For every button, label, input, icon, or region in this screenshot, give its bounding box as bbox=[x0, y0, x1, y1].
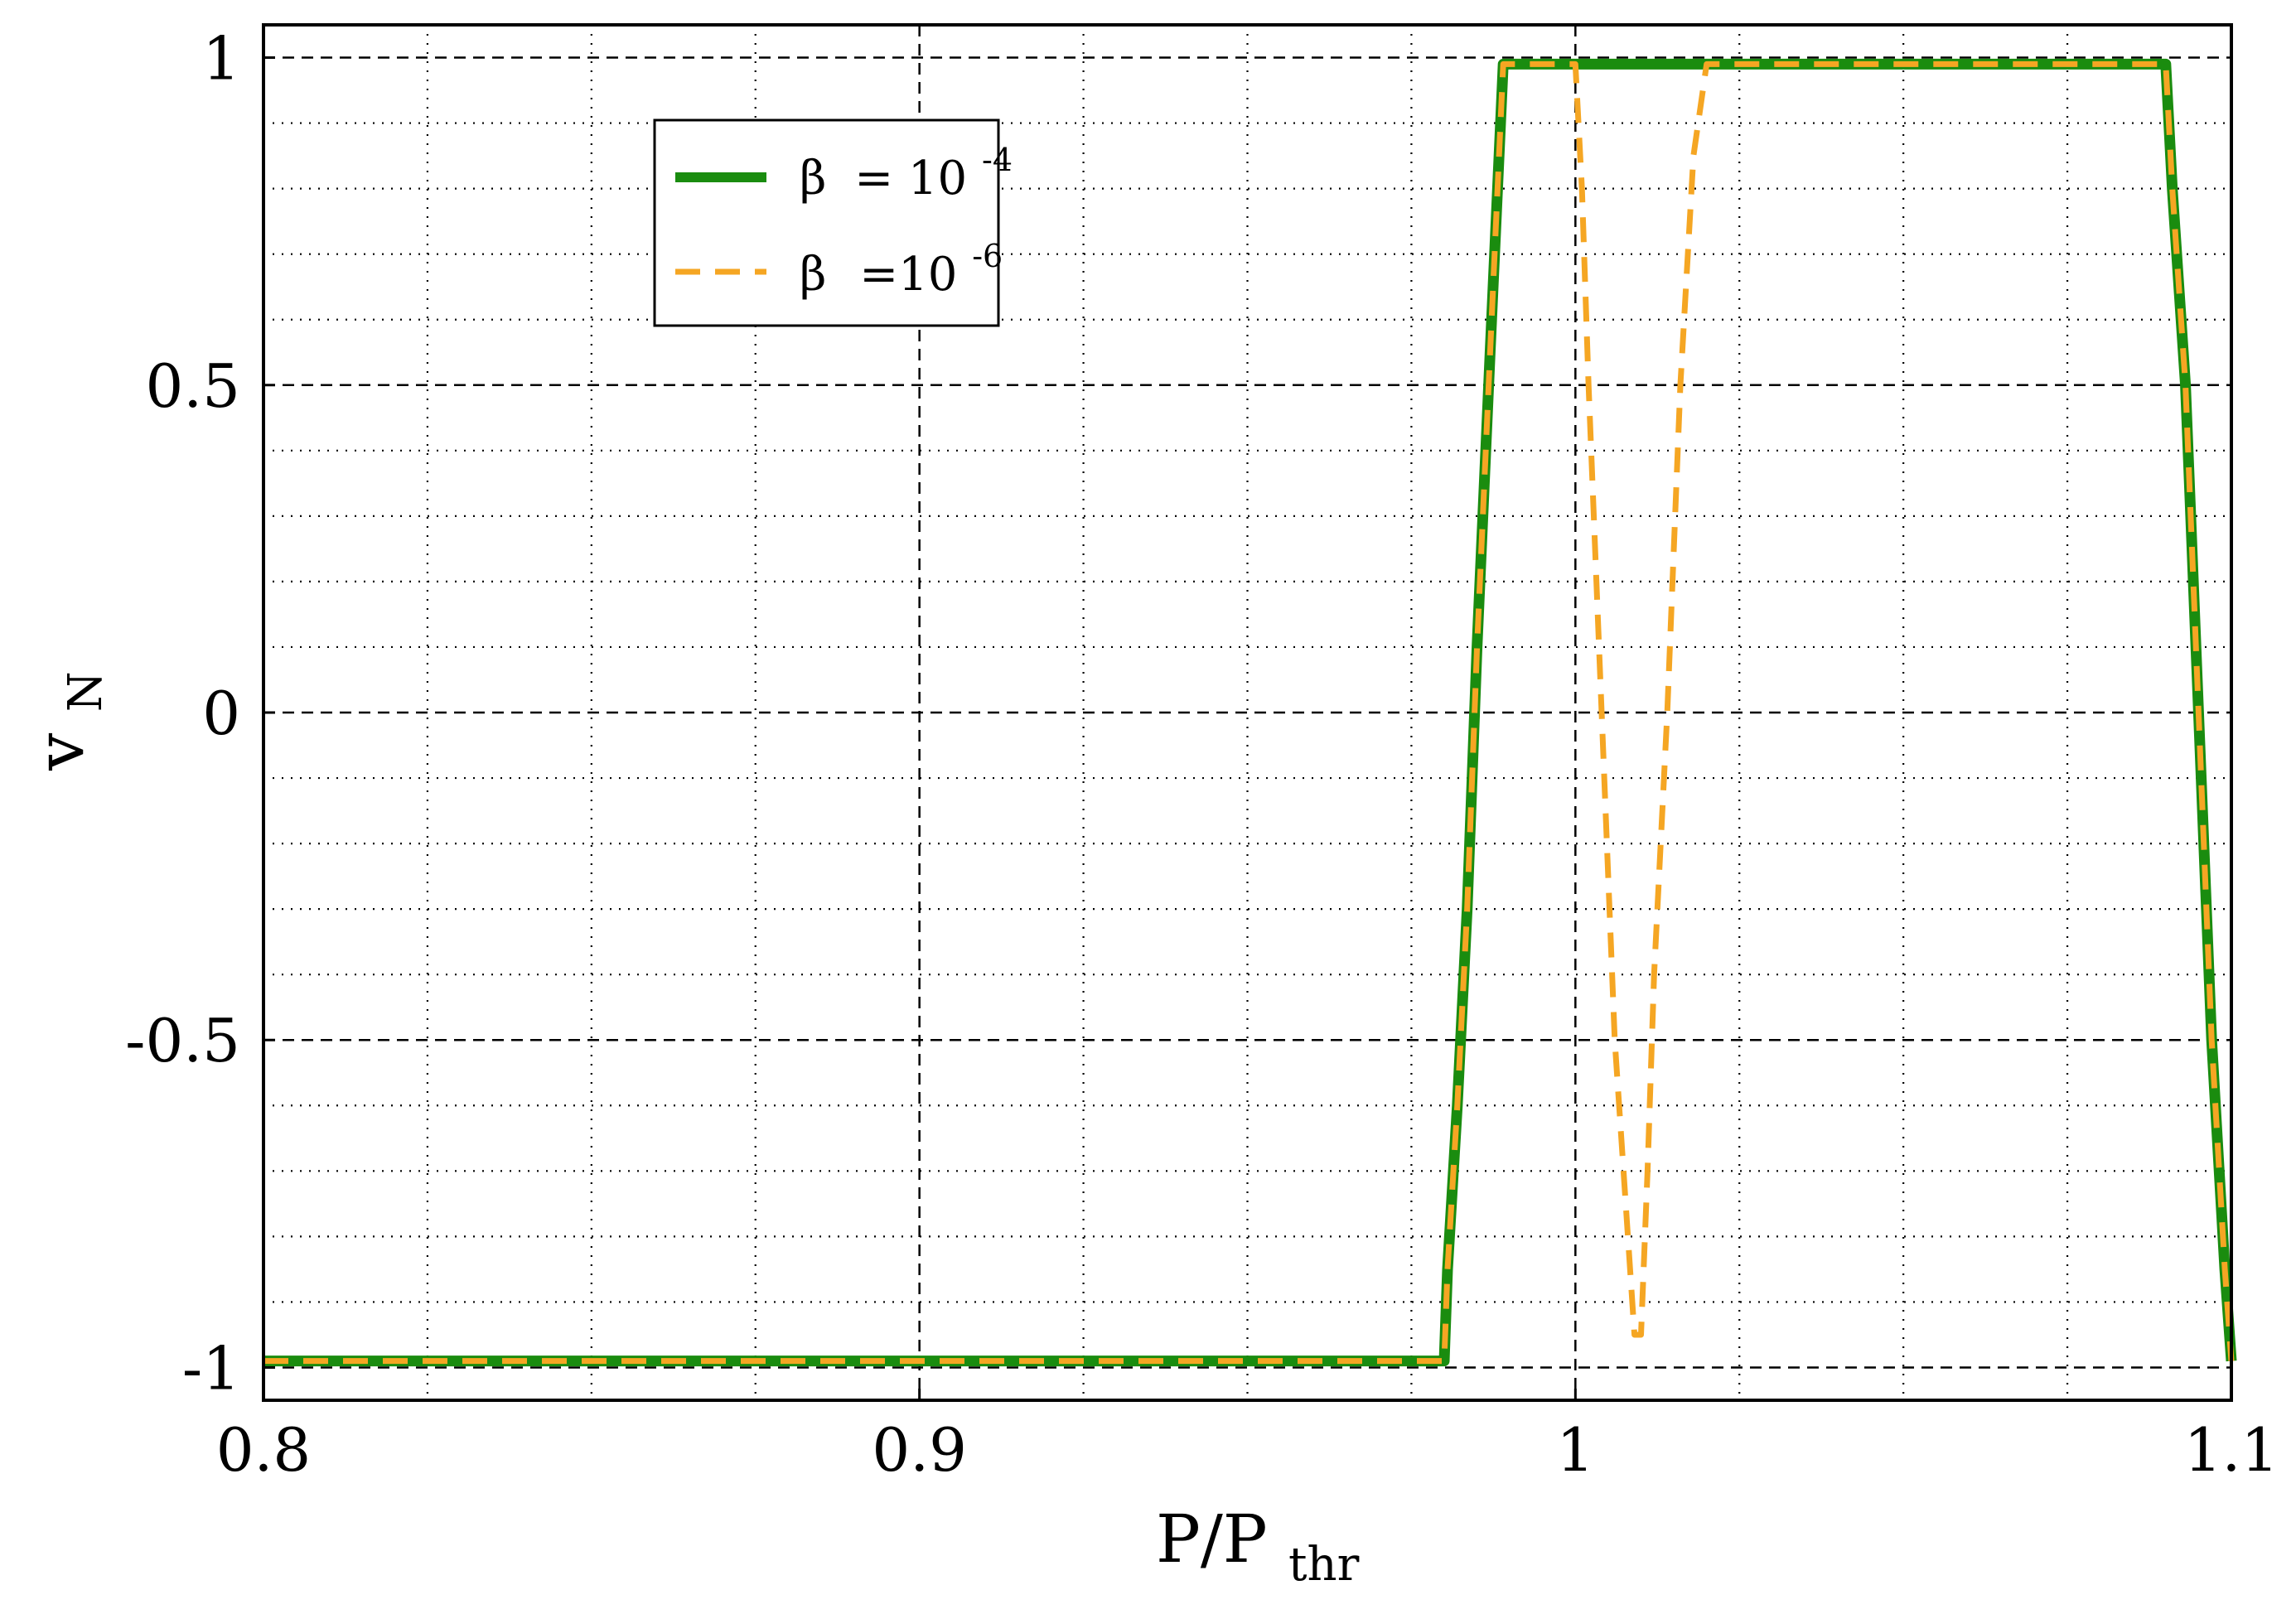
tick-layer: 0.8 0.9 1 1.1 -1 -0.5 0 0.5 1 bbox=[125, 24, 2279, 1485]
svg-text:β = 10 -4: β = 10 -4 bbox=[800, 142, 1013, 205]
legend-text-beta-1e-4: = 10 bbox=[854, 152, 967, 205]
x-tick-label-0: 0.8 bbox=[216, 1415, 312, 1485]
x-tick-label-3: 1.1 bbox=[2184, 1415, 2279, 1485]
legend-symbol-beta-1e-4: β bbox=[800, 152, 826, 205]
y-tick-label-2: 0 bbox=[202, 679, 240, 748]
series-line-beta_1e-6 bbox=[263, 60, 2235, 1365]
x-tick-label-1: 0.9 bbox=[872, 1415, 967, 1485]
y-axis-title-main: v bbox=[22, 733, 99, 771]
legend: β = 10 -4 β =10 -6 bbox=[653, 118, 1013, 327]
legend-exp-beta-1e-4: -4 bbox=[982, 142, 1013, 178]
legend-exp-beta-1e-6: -6 bbox=[972, 238, 1003, 274]
x-axis-title-sub: thr bbox=[1288, 1538, 1360, 1592]
legend-symbol-beta-1e-6: β bbox=[800, 248, 826, 302]
y-tick-label-0: -1 bbox=[182, 1333, 240, 1403]
legend-text-beta-1e-6: =10 bbox=[859, 248, 957, 302]
svg-text:P/P thr: P/P thr bbox=[1156, 1500, 1360, 1592]
y-tick-label-1: -0.5 bbox=[125, 1006, 240, 1075]
y-axis-title-sub: N bbox=[59, 671, 113, 712]
y-tick-label-4: 1 bbox=[202, 24, 240, 94]
grid-layer bbox=[263, 25, 2231, 1400]
y-tick-label-3: 0.5 bbox=[145, 351, 240, 421]
y-axis-title: v N bbox=[22, 671, 113, 771]
x-axis-title: P/P thr bbox=[1156, 1500, 1360, 1592]
legend-box bbox=[653, 118, 1000, 327]
x-axis-title-main: P/P bbox=[1156, 1500, 1268, 1578]
series-layer bbox=[263, 58, 2237, 1367]
x-tick-label-2: 1 bbox=[1556, 1415, 1594, 1485]
svg-text:β =10 -6: β =10 -6 bbox=[800, 238, 1003, 302]
svg-text:v N: v N bbox=[22, 671, 113, 771]
